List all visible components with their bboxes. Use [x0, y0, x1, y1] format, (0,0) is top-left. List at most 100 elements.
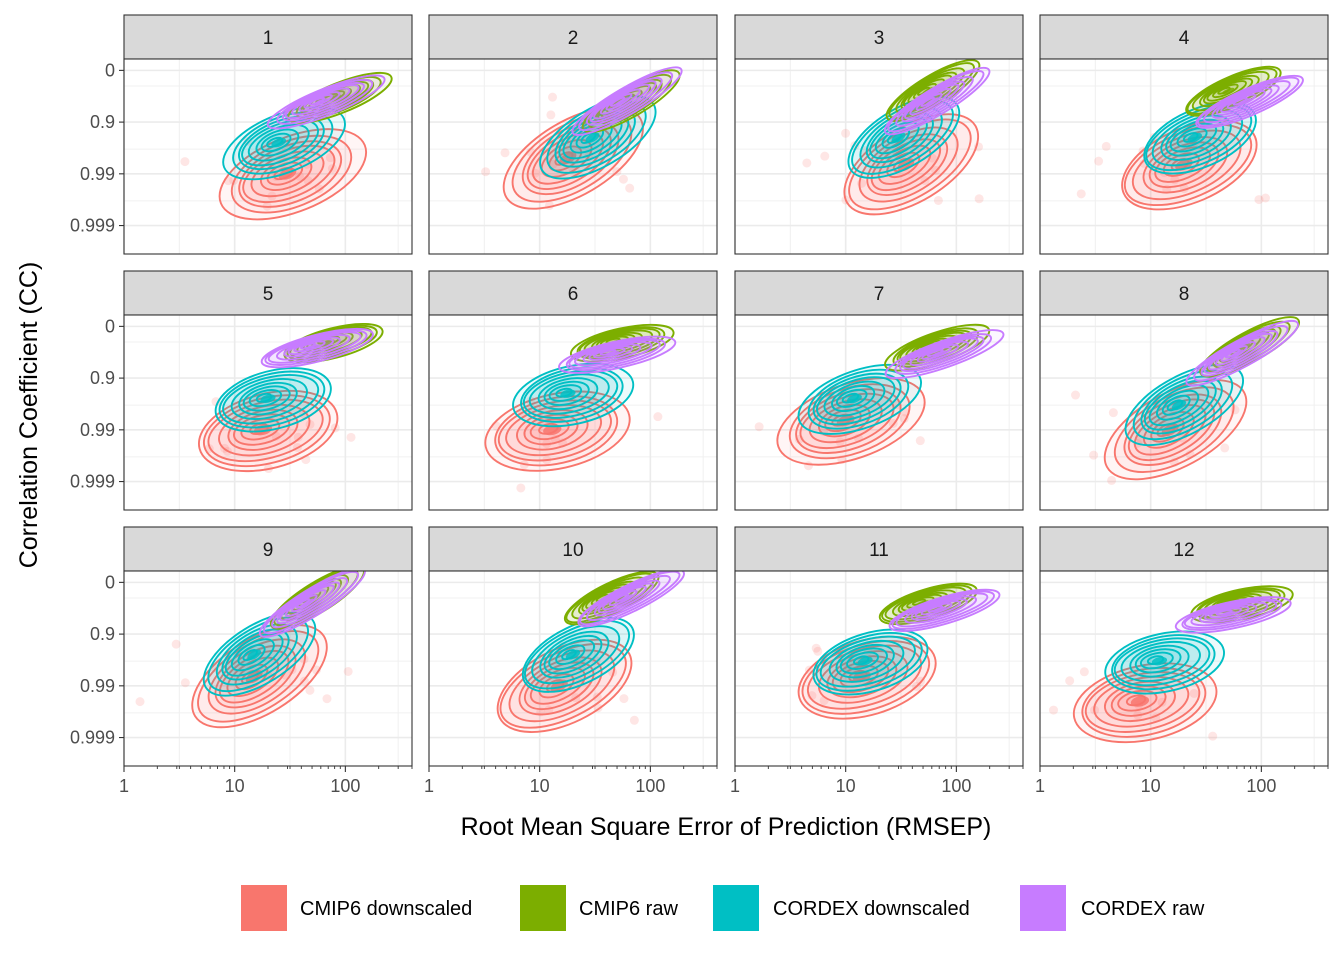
y-tick-label: 0 [105, 572, 115, 592]
facet-label: 6 [568, 284, 579, 305]
scatter-point [1260, 193, 1270, 203]
legend-item: CORDEX downscaled [713, 885, 970, 931]
density-series-cordex-raw [577, 571, 685, 628]
facet-panel-3: 3 [734, 14, 1024, 255]
density-peak [925, 97, 939, 106]
density-peak [1130, 696, 1150, 707]
legend-label: CMIP6 downscaled [300, 898, 472, 920]
density-peak [565, 649, 581, 660]
x-axis-title: Root Mean Square Error of Prediction (RM… [461, 813, 992, 841]
density-layer [197, 322, 384, 474]
scatter-point [933, 195, 943, 205]
y-tick-label: 0 [105, 60, 115, 80]
density-series-cordex-downscaled [812, 628, 929, 696]
x-tick-label: 10 [1141, 776, 1161, 796]
facet-panel-1: 1 0 0.9 0.99 0.999 [70, 14, 413, 255]
density-series-cordex-downscaled [1104, 630, 1225, 695]
legend-item: CMIP6 downscaled [241, 885, 472, 931]
density-layer [1076, 65, 1304, 211]
scatter-point [1071, 390, 1081, 400]
density-series-cmip6-downscaled [484, 390, 631, 472]
density-peak [560, 389, 576, 398]
facet-strip [123, 14, 413, 60]
facet-panel-7: 7 [734, 270, 1024, 511]
density-series-cordex-raw [571, 66, 683, 136]
scatter-point [1027, 677, 1036, 686]
y-tick-label: 0.9 [90, 112, 115, 132]
panel-border [123, 58, 413, 255]
density-peak [847, 394, 862, 404]
legend-label: CORDEX downscaled [773, 898, 970, 920]
facet-label: 11 [869, 540, 889, 561]
scatter-point [625, 183, 635, 193]
density-peak [247, 649, 262, 660]
scatter-point [481, 167, 491, 177]
scatter-point [135, 697, 145, 707]
x-tick-label: 10 [836, 776, 856, 796]
panel-background [1040, 59, 1328, 254]
density-peak [604, 351, 620, 356]
facet-panel-11: 111 10 100 [730, 526, 1024, 796]
scatter-point [516, 483, 526, 493]
scatter-point [820, 151, 830, 161]
y-tick-label: 0.99 [80, 420, 115, 440]
facet-panel-6: 6 [428, 270, 718, 511]
density-series-cordex-downscaled [797, 363, 922, 435]
density-series-cordex-raw [883, 66, 991, 136]
density-series-cordex-downscaled [512, 362, 635, 428]
y-tick-label: 0.9 [90, 368, 115, 388]
density-series-cordex-raw [1185, 319, 1299, 387]
density-series-cordex-downscaled [222, 106, 346, 181]
scatter-point [1076, 189, 1086, 199]
facet-panel-9: 9 0 0.9 0.99 0.999 1 10 100 [70, 526, 413, 796]
x-tick-label: 1 [730, 776, 740, 796]
panel-border [734, 314, 1024, 511]
density-peak [891, 132, 906, 143]
density-series-cordex-raw [258, 571, 366, 638]
density-peak [932, 350, 947, 357]
density-series-cordex-downscaled [1124, 363, 1245, 447]
y-axis-title: Correlation Coefficient (CC) [15, 262, 43, 569]
facet-strip [1039, 14, 1329, 60]
facet-strip [123, 270, 413, 316]
panel-border [1039, 58, 1329, 255]
scatter-point [802, 158, 812, 168]
density-series-cordex-downscaled [202, 611, 317, 697]
scatter-point [322, 694, 332, 704]
scatter-point [343, 666, 353, 676]
legend-label: CMIP6 raw [579, 898, 678, 920]
scatter-point [1101, 141, 1111, 151]
density-peak [857, 656, 873, 666]
density-peak [1221, 87, 1235, 95]
density-series-cordex-raw [888, 588, 1001, 632]
scatter-point [548, 92, 558, 102]
density-peak [313, 98, 328, 105]
density-layer [481, 66, 683, 210]
facet-strip [428, 14, 718, 60]
panel-border [1039, 314, 1329, 511]
density-peak [260, 394, 276, 403]
facet-label: 8 [1179, 284, 1190, 305]
facet-label: 12 [1173, 540, 1194, 561]
scatter-point [754, 422, 764, 432]
scatter-point [500, 148, 510, 158]
facet-label: 3 [874, 28, 885, 49]
scatter-point [841, 128, 851, 138]
x-tick-label: 1 [424, 776, 434, 796]
density-series-cordex-raw [260, 327, 374, 369]
density-layer [496, 571, 685, 733]
y-tick-label: 0.99 [80, 164, 115, 184]
y-tick-label: 0.99 [80, 676, 115, 696]
panel-border [734, 58, 1024, 255]
density-series-cordex-raw [558, 335, 677, 374]
density-peak [1171, 400, 1187, 411]
y-tick-label: 0.9 [90, 624, 115, 644]
legend-swatch [713, 885, 759, 931]
density-series-cordex-raw [884, 329, 1005, 380]
facet-strip [734, 270, 1024, 316]
legend-swatch [241, 885, 287, 931]
facet-strip [734, 14, 1024, 60]
scatter-point [295, 171, 305, 181]
